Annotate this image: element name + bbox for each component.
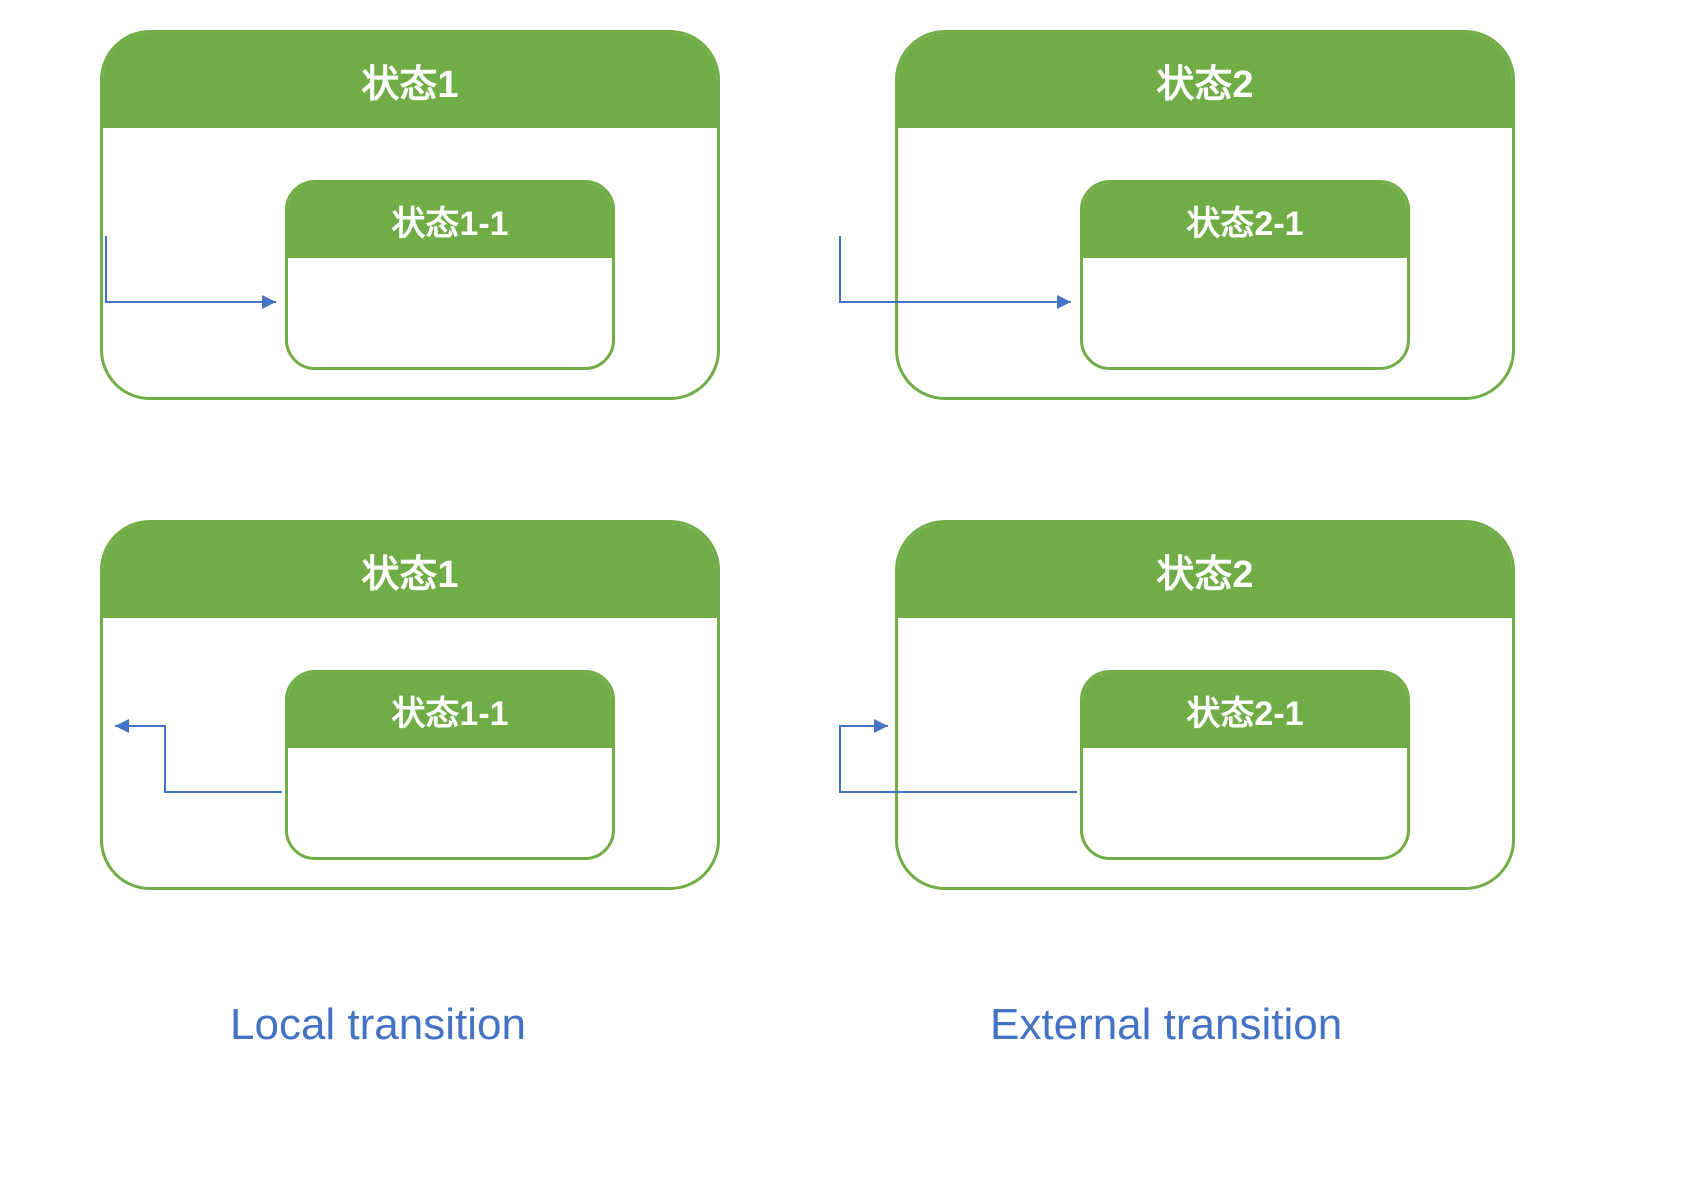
- state-outer-header: 状态2: [898, 523, 1512, 618]
- state-outer-label: 状态2: [1156, 543, 1253, 598]
- caption-text: External transition: [990, 1000, 1342, 1049]
- caption-left: Local transition: [230, 1000, 526, 1050]
- state-inner-header: 状态1-1: [288, 673, 612, 748]
- caption-text: Local transition: [230, 1000, 526, 1049]
- state-outer-header: 状态1: [103, 33, 717, 128]
- state-outer-header: 状态1: [103, 523, 717, 618]
- state-outer-label: 状态1: [361, 53, 458, 108]
- state-inner-label: 状态1-1: [391, 686, 508, 735]
- arrow-head-icon: [874, 719, 888, 733]
- state-outer-label: 状态1: [361, 543, 458, 598]
- state-inner-header: 状态2-1: [1083, 673, 1407, 748]
- state-inner-bottom-left: 状态1-1: [285, 670, 615, 860]
- state-inner-label: 状态1-1: [391, 196, 508, 245]
- caption-right: External transition: [990, 1000, 1342, 1050]
- state-inner-header: 状态1-1: [288, 183, 612, 258]
- state-inner-top-left: 状态1-1: [285, 180, 615, 370]
- state-inner-label: 状态2-1: [1186, 686, 1303, 735]
- state-inner-bottom-right: 状态2-1: [1080, 670, 1410, 860]
- state-outer-header: 状态2: [898, 33, 1512, 128]
- state-inner-top-right: 状态2-1: [1080, 180, 1410, 370]
- state-outer-label: 状态2: [1156, 53, 1253, 108]
- state-transition-diagram: 状态1 状态1-1 状态2 状态2-1 状态1 状态1-1: [0, 0, 1700, 1179]
- state-inner-label: 状态2-1: [1186, 196, 1303, 245]
- state-inner-header: 状态2-1: [1083, 183, 1407, 258]
